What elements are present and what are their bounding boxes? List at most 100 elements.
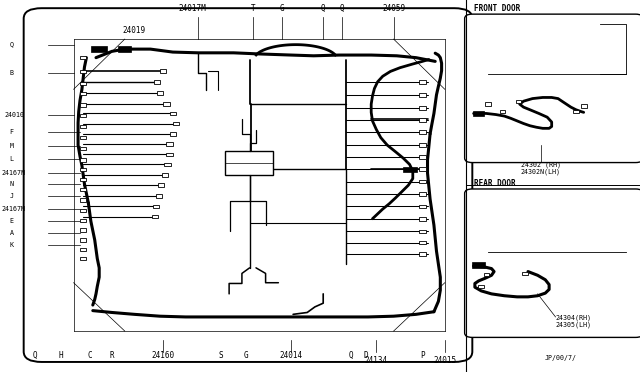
Text: Q: Q <box>33 351 38 360</box>
Text: 24304(RH)
24305(LH): 24304(RH) 24305(LH) <box>556 314 591 328</box>
Text: 24167M: 24167M <box>2 206 26 212</box>
Text: Q: Q <box>340 4 345 13</box>
Bar <box>166 153 173 156</box>
Bar <box>581 104 587 108</box>
Text: K: K <box>10 242 13 248</box>
Text: 24302 (RH)
24302N(LH): 24302 (RH) 24302N(LH) <box>521 161 561 175</box>
Bar <box>160 69 166 73</box>
Bar <box>81 188 86 192</box>
Bar <box>91 46 107 52</box>
Bar <box>170 132 176 136</box>
Bar <box>166 142 173 146</box>
Text: 24014: 24014 <box>279 351 302 360</box>
Bar <box>522 272 527 275</box>
Text: N: N <box>10 181 13 187</box>
Bar <box>419 118 426 122</box>
Bar <box>419 167 426 171</box>
Text: A: A <box>10 230 13 235</box>
FancyBboxPatch shape <box>465 189 640 337</box>
Text: 24010: 24010 <box>4 112 24 118</box>
Text: Q: Q <box>348 351 353 360</box>
Bar <box>81 158 86 162</box>
Bar <box>173 122 179 125</box>
Text: 24160: 24160 <box>152 351 175 360</box>
Bar <box>419 217 426 221</box>
Bar <box>158 183 164 187</box>
Bar <box>403 167 417 172</box>
Bar <box>484 273 490 276</box>
Bar <box>118 46 131 52</box>
Bar <box>81 228 86 231</box>
Text: J: J <box>10 193 13 199</box>
Text: 24015: 24015 <box>433 356 456 365</box>
Bar <box>162 173 168 177</box>
Text: 24134: 24134 <box>365 356 388 365</box>
Text: T: T <box>250 4 255 13</box>
Text: S: S <box>218 351 223 360</box>
Bar <box>81 219 86 222</box>
Bar <box>419 241 426 244</box>
Bar <box>81 248 86 251</box>
Bar <box>81 56 86 60</box>
Bar <box>419 205 426 208</box>
Bar <box>156 194 162 198</box>
Text: F: F <box>10 129 13 135</box>
Bar <box>419 143 426 147</box>
Bar <box>81 177 86 181</box>
Bar <box>472 262 485 268</box>
Text: G: G <box>279 4 284 13</box>
Text: C: C <box>87 351 92 360</box>
Bar <box>81 125 86 128</box>
Bar <box>419 192 426 196</box>
Bar <box>479 285 484 288</box>
Bar <box>152 215 158 218</box>
Bar <box>81 257 86 260</box>
Bar <box>419 180 426 183</box>
Bar <box>419 230 426 233</box>
Bar <box>81 92 86 95</box>
FancyBboxPatch shape <box>24 8 472 362</box>
Text: 24059: 24059 <box>382 4 405 13</box>
Bar <box>516 99 522 103</box>
Bar <box>81 136 86 140</box>
Bar <box>81 82 86 86</box>
Bar <box>163 102 170 106</box>
Bar <box>419 93 426 97</box>
Text: E: E <box>10 218 13 224</box>
Bar <box>164 163 171 166</box>
Text: R: R <box>109 351 115 360</box>
Bar <box>485 102 491 106</box>
Text: H: H <box>58 351 63 360</box>
Bar <box>81 70 86 73</box>
FancyBboxPatch shape <box>465 14 640 163</box>
Text: JP/00/7/: JP/00/7/ <box>545 355 577 361</box>
Text: 24017M: 24017M <box>178 4 206 13</box>
Bar <box>81 199 86 202</box>
Text: M: M <box>10 143 13 149</box>
Text: B: B <box>10 70 13 76</box>
Text: FRONT DOOR: FRONT DOOR <box>474 4 520 13</box>
Text: 24167N: 24167N <box>2 170 26 176</box>
Bar <box>419 80 426 84</box>
Text: 24019: 24019 <box>123 26 146 35</box>
Bar <box>170 112 176 115</box>
Bar <box>81 103 86 106</box>
Bar <box>81 167 86 171</box>
Text: D: D <box>364 351 369 360</box>
Text: L: L <box>10 156 13 162</box>
Bar <box>81 208 86 212</box>
Bar <box>81 147 86 150</box>
Bar <box>573 110 579 113</box>
Bar <box>419 106 426 110</box>
Bar <box>225 151 273 175</box>
Bar <box>154 80 160 84</box>
Bar <box>419 130 426 134</box>
Bar <box>157 91 163 95</box>
Text: REAR DOOR: REAR DOOR <box>474 179 515 188</box>
Bar <box>419 155 426 159</box>
Bar <box>153 205 159 208</box>
Bar <box>473 111 484 116</box>
Bar <box>81 238 86 242</box>
Bar <box>419 252 426 256</box>
Bar <box>81 114 86 117</box>
